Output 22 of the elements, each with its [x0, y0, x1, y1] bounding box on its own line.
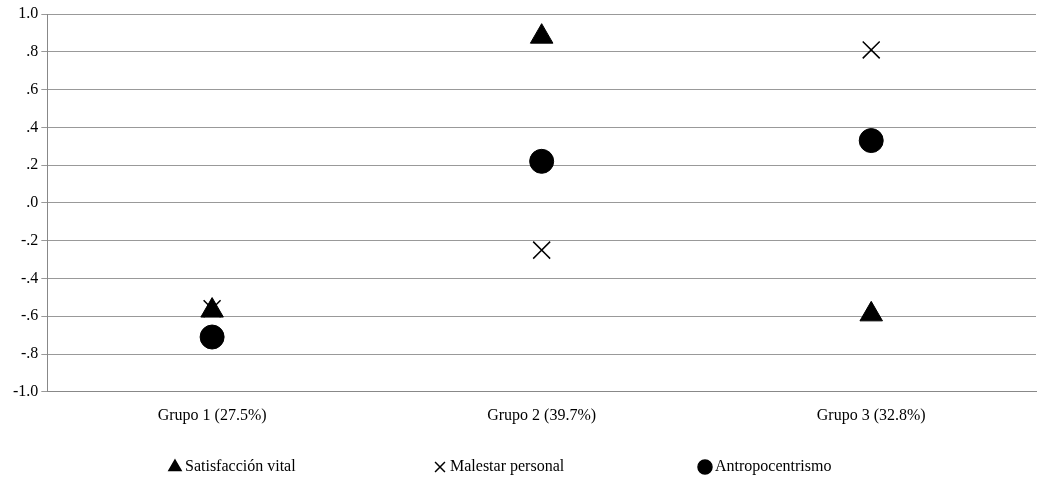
- point: [532, 240, 551, 260]
- x-tick-label: Grupo 1 (27.5%): [157, 405, 267, 424]
- y-tick-label: -.2: [21, 230, 39, 248]
- legend-label: Satisfacción vital: [185, 457, 297, 475]
- x-tick-label: Grupo 3 (32.8%): [816, 405, 926, 424]
- y-tick-label: -1.0: [13, 382, 39, 399]
- point: [858, 128, 884, 154]
- legend-label: Malestar personal: [450, 457, 565, 476]
- point: [861, 40, 881, 60]
- y-tick-label: .0: [26, 193, 39, 211]
- point: [199, 324, 225, 350]
- x-tick-label: Grupo 2 (39.7%): [487, 405, 597, 424]
- y-tick-label: .2: [26, 155, 39, 173]
- y-tick-label: 1.0: [18, 4, 39, 22]
- y-tick-label: .4: [26, 117, 39, 135]
- point: [529, 148, 555, 174]
- y-tick-label: -.8: [21, 344, 39, 362]
- y-tick-label: .8: [26, 41, 39, 59]
- y-tick-label: .6: [26, 79, 39, 97]
- legend-label: Antropocentrismo: [715, 457, 832, 476]
- y-tick-label: -.6: [21, 306, 39, 324]
- y-tick-label: -.4: [21, 268, 39, 286]
